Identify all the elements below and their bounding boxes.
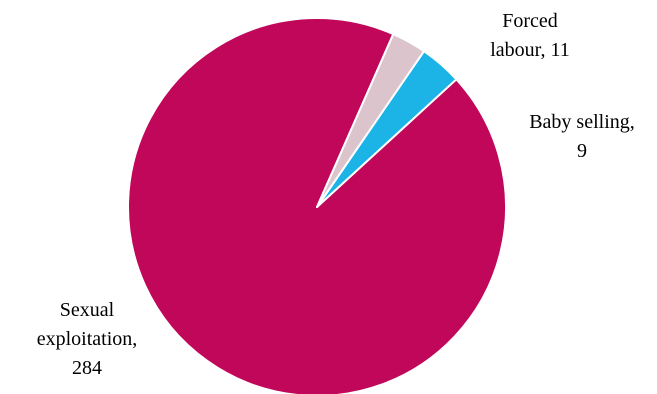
slice-label-sexual-exploitation: Sexual exploitation, 284 [8, 296, 166, 383]
slice-label-line: labour, 11 [490, 39, 570, 61]
slice-label-line: Sexual [59, 299, 115, 321]
slice-label-line: 284 [72, 357, 102, 379]
slice-label-line: 9 [577, 140, 587, 162]
slice-label-forced-labour: Forced labour, 11 [468, 7, 592, 65]
slice-label-line: Baby selling, [529, 111, 635, 133]
slice-label-line: exploitation, [36, 328, 138, 350]
slice-label-baby-selling: Baby selling, 9 [508, 108, 656, 166]
slice-label-line: Forced [502, 10, 558, 32]
pie-slice-baby-selling [316, 33, 425, 208]
